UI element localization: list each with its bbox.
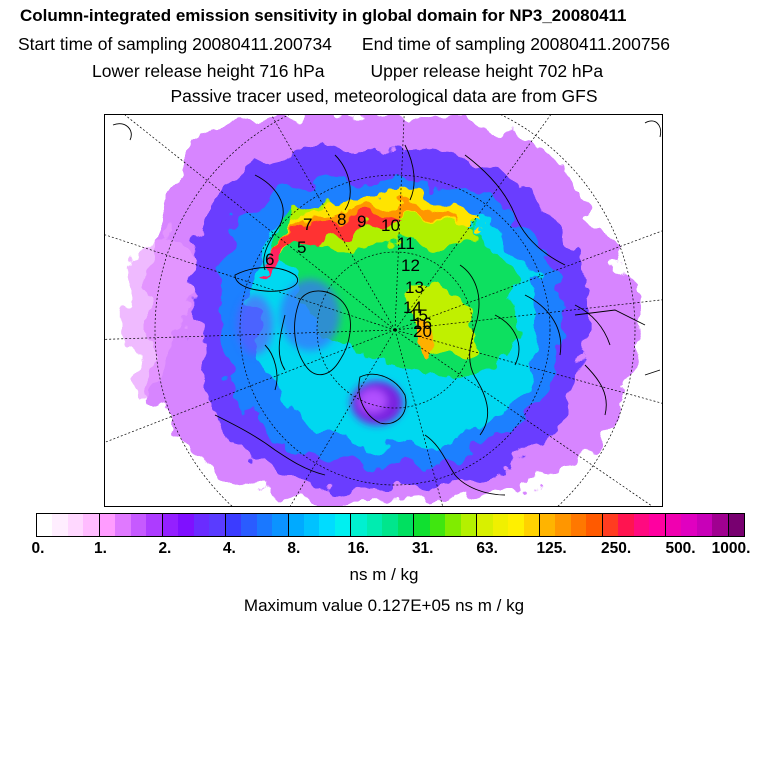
colorbar-tick-label: 500. [665, 540, 696, 557]
colorbar-swatch [130, 514, 147, 536]
sampling-times: Start time of sampling 20080411.200734 En… [18, 34, 670, 54]
colorbar-swatch [351, 514, 367, 536]
colorbar-swatch [460, 514, 478, 536]
trajectory-label-7: 7 [303, 215, 312, 234]
colorbar-swatch [540, 514, 556, 536]
colorbar-swatch [303, 514, 320, 536]
lower-release-height: Lower release height 716 hPa [92, 61, 325, 81]
colorbar-swatch [445, 514, 461, 536]
tracer-note: Passive tracer used, meteorological data… [170, 86, 598, 106]
colorbar-swatch [696, 514, 713, 536]
upper-release-height: Upper release height 702 hPa [370, 61, 604, 81]
colorbar-swatch [382, 514, 398, 536]
colorbar-swatch [52, 514, 68, 536]
colorbar-tick-label: 4. [222, 540, 236, 557]
colorbar [36, 513, 745, 537]
colorbar-swatch [241, 514, 257, 536]
colorbar-swatch [366, 514, 383, 536]
trajectory-label-14: 14 [403, 298, 422, 317]
colorbar-swatch [83, 514, 100, 536]
start-time: Start time of sampling 20080411.200734 [18, 34, 332, 54]
trajectory-label-13: 13 [405, 278, 424, 297]
colorbar-swatch [586, 514, 603, 536]
colorbar-swatch [477, 514, 493, 536]
colorbar-tick-label: 31. [411, 540, 434, 557]
colorbar-swatch [681, 514, 697, 536]
trajectory-label-6: 6 [265, 250, 274, 269]
colorbar-swatch [162, 514, 179, 536]
colorbar-swatch [649, 514, 666, 536]
trajectory-label-11: 11 [397, 234, 415, 253]
colorbar-swatch [429, 514, 446, 536]
colorbar-swatch [319, 514, 335, 536]
colorbar-swatch [334, 514, 352, 536]
colorbar-swatch [665, 514, 682, 536]
end-time: End time of sampling 20080411.200756 [361, 34, 671, 54]
colorbar-tick-label: 8. [287, 540, 301, 557]
colorbar-swatch [492, 514, 509, 536]
trajectory-label-12: 12 [401, 256, 420, 275]
release-heights: Lower release height 716 hPa Upper releas… [92, 61, 603, 81]
trajectory-labels: 7 8 9 10 11 12 13 14 15 16 20 5 6 [265, 210, 432, 341]
colorbar-swatch [633, 514, 650, 536]
colorbar-swatch [414, 514, 430, 536]
colorbar-swatch [67, 514, 84, 536]
trajectory-label-20: 20 [413, 322, 432, 341]
trajectory-label-8: 8 [337, 210, 346, 229]
colorbar-swatch [193, 514, 210, 536]
colorbar-swatch [99, 514, 116, 536]
colorbar-tick-label: 16. [347, 540, 370, 557]
colorbar-swatch [209, 514, 226, 536]
colorbar-tick-label: 1000. [711, 540, 751, 557]
trajectory-label-5: 5 [297, 238, 306, 257]
colorbar-swatch [178, 514, 194, 536]
map-title: Column-integrated emission sensitivity i… [20, 6, 627, 25]
trajectory-label-16: 16 [413, 314, 432, 333]
colorbar-tick-label: 2. [158, 540, 172, 557]
sensitivity-map: 7 8 9 10 11 12 13 14 15 16 20 5 6 [104, 114, 663, 507]
trajectory-label-15: 15 [409, 306, 428, 325]
colorbar-swatch [602, 514, 619, 536]
colorbar-swatch [728, 514, 744, 536]
colorbar-swatch [288, 514, 304, 536]
colorbar-tick-label: 63. [476, 540, 498, 557]
colorbar-swatch [256, 514, 273, 536]
sensitivity-field [126, 115, 638, 506]
colorbar-swatch [397, 514, 415, 536]
coastlines [112, 120, 662, 496]
colorbar-swatch [115, 514, 131, 536]
colorbar-tick-label: 250. [600, 540, 632, 557]
colorbar-tick-label: 1. [93, 540, 107, 557]
map-canvas: 7 8 9 10 11 12 13 14 15 16 20 5 6 [105, 115, 662, 506]
colorbar-swatch [555, 514, 571, 536]
trajectory-label-9: 9 [357, 212, 366, 231]
colorbar-swatch [508, 514, 524, 536]
colorbar-swatch [570, 514, 587, 536]
colorbar-tick-label: 125. [536, 540, 567, 557]
colorbar-swatch [712, 514, 729, 536]
maximum-value: Maximum value 0.127E+05 ns m / kg [243, 596, 525, 615]
colorbar-swatch [618, 514, 634, 536]
colorbar-swatch [37, 514, 53, 536]
colorbar-tick-label: 0. [31, 540, 45, 557]
colorbar-unit: ns m / kg [349, 565, 419, 584]
colorbar-swatch [272, 514, 289, 536]
colorbar-swatch [225, 514, 242, 536]
trajectory-label-10: 10 [381, 216, 400, 235]
colorbar-swatch [146, 514, 163, 536]
colorbar-swatch [523, 514, 540, 536]
latitude-longitude-grid [105, 115, 662, 506]
